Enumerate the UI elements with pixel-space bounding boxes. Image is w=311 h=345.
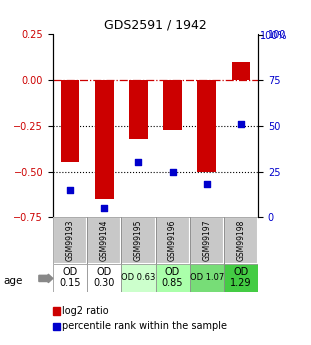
Text: GSM99198: GSM99198 [237, 220, 245, 261]
Bar [232, 62, 250, 80]
Text: OD
0.30: OD 0.30 [94, 267, 115, 288]
Point [204, 182, 209, 187]
Text: GSM99194: GSM99194 [100, 220, 109, 262]
Bar [163, 80, 182, 130]
Point [170, 169, 175, 174]
Bar [53, 264, 87, 292]
Bar [87, 264, 121, 292]
Text: OD
0.15: OD 0.15 [59, 267, 81, 288]
Text: OD
1.29: OD 1.29 [230, 267, 252, 288]
Bar [190, 217, 224, 264]
Text: age: age [3, 276, 22, 286]
Text: OD 0.63: OD 0.63 [121, 273, 156, 282]
Bar [156, 217, 190, 264]
Bar [121, 264, 156, 292]
Point [102, 206, 107, 211]
Text: 100%: 100% [260, 31, 287, 41]
Bar [156, 217, 190, 264]
Bar [156, 264, 190, 292]
Text: GSM99195: GSM99195 [134, 220, 143, 262]
Point [67, 187, 72, 193]
Bar [61, 80, 79, 162]
Point [239, 121, 244, 127]
Text: OD 1.07: OD 1.07 [190, 273, 224, 282]
Bar [224, 217, 258, 264]
Bar [224, 264, 258, 292]
Text: log2 ratio: log2 ratio [62, 306, 109, 315]
Title: GDS2591 / 1942: GDS2591 / 1942 [104, 19, 207, 32]
Text: OD
0.85: OD 0.85 [162, 267, 183, 288]
Bar [95, 80, 114, 199]
Bar [190, 217, 224, 264]
Bar [197, 80, 216, 171]
Point [136, 160, 141, 165]
Bar [87, 217, 121, 264]
Bar [224, 217, 258, 264]
Bar [121, 217, 156, 264]
Text: GSM99193: GSM99193 [66, 220, 74, 262]
Bar [129, 80, 148, 139]
Bar [53, 217, 87, 264]
Bar [53, 217, 87, 264]
Text: GSM99197: GSM99197 [202, 220, 211, 262]
Bar [87, 217, 121, 264]
Text: percentile rank within the sample: percentile rank within the sample [62, 321, 227, 331]
Bar [121, 217, 156, 264]
Bar [190, 264, 224, 292]
Text: GSM99196: GSM99196 [168, 220, 177, 262]
